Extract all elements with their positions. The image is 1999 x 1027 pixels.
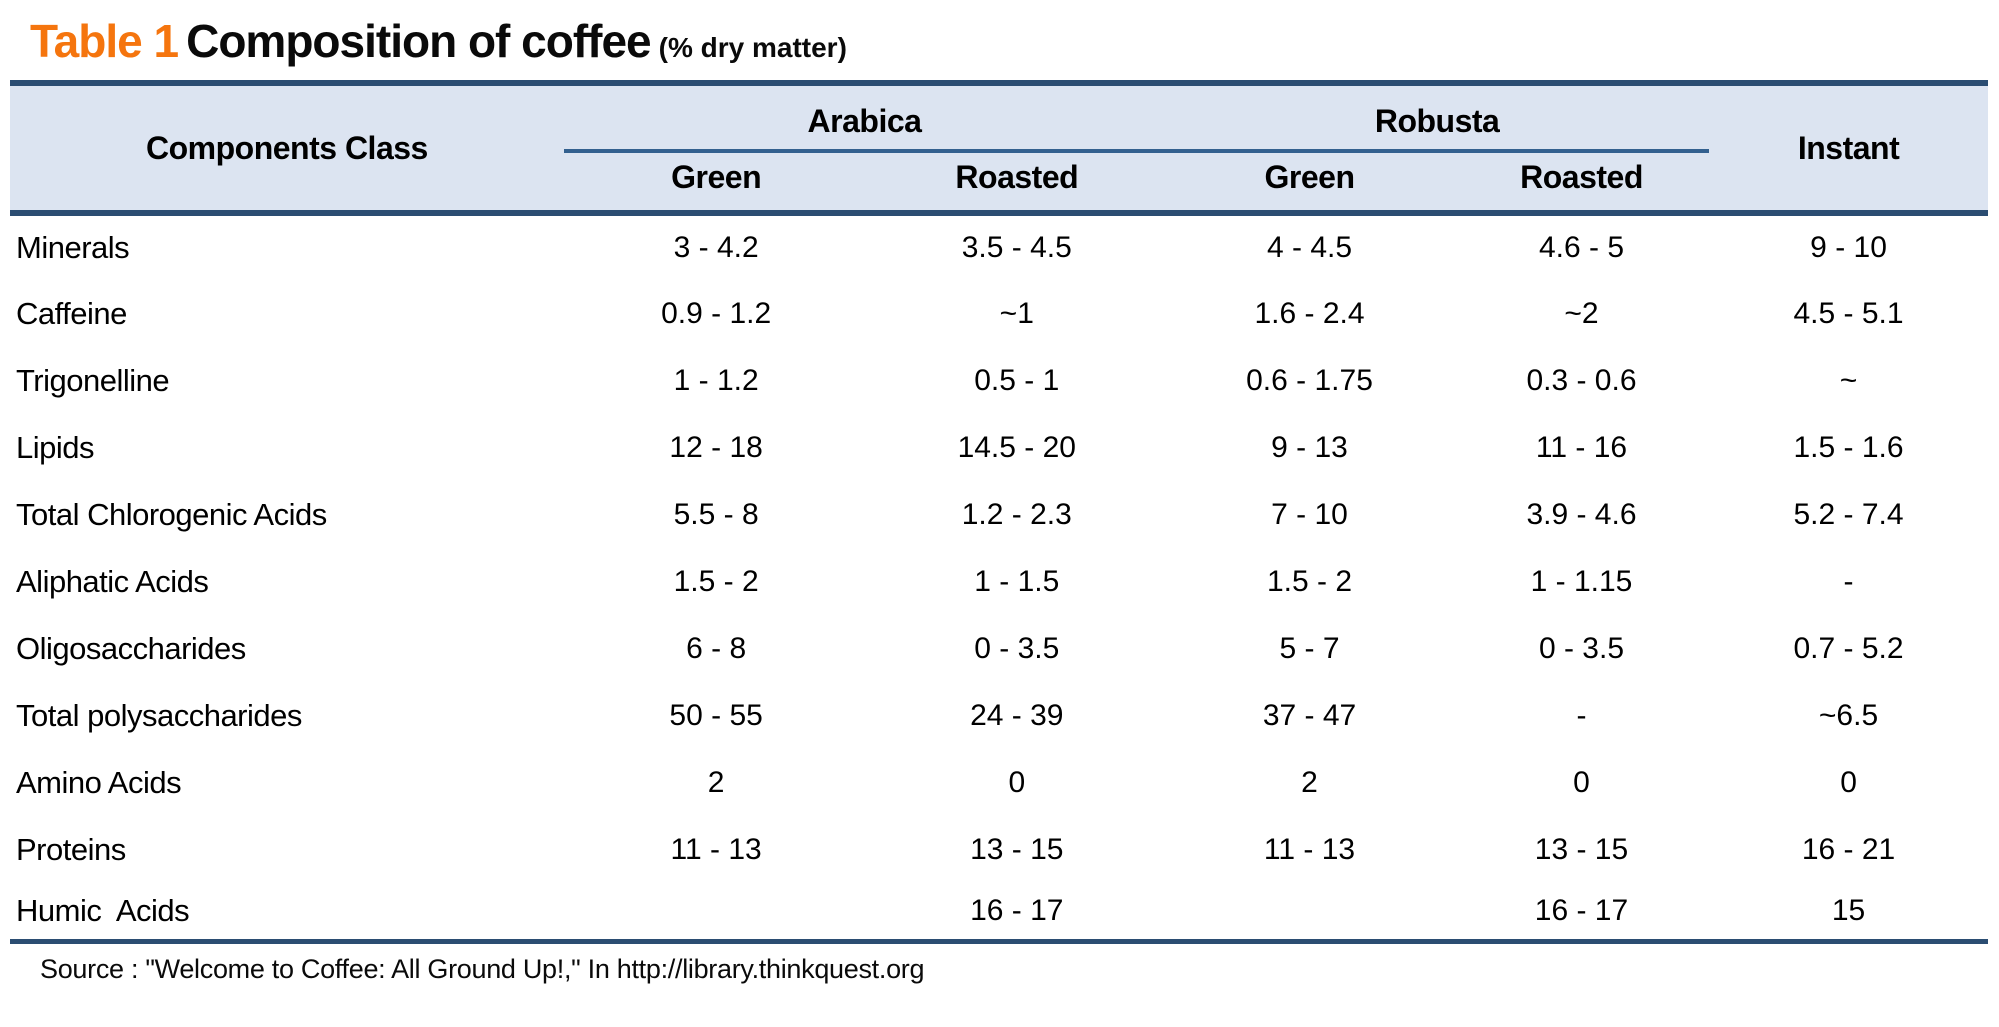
value-cell: 1.2 - 2.3	[868, 481, 1166, 548]
value-cell: 0	[1453, 749, 1710, 816]
value-cell: 15	[1709, 883, 1988, 944]
value-cell: 16 - 17	[868, 883, 1166, 944]
value-cell: 11 - 13	[563, 816, 869, 883]
component-name: Total polysaccharides	[10, 682, 564, 749]
value-cell: 0.6 - 1.75	[1165, 347, 1454, 414]
value-cell: 4.6 - 5	[1453, 213, 1710, 280]
value-cell: 3.5 - 4.5	[868, 213, 1166, 280]
value-cell: 1 - 1.2	[563, 347, 869, 414]
value-cell: 4 - 4.5	[1165, 213, 1454, 280]
component-name: Aliphatic Acids	[10, 548, 564, 615]
component-name: Total Chlorogenic Acids	[10, 481, 564, 548]
table-number-label: Table 1	[30, 15, 179, 67]
value-cell	[563, 883, 869, 944]
value-cell: 37 - 47	[1165, 682, 1454, 749]
col-group-arabica: Arabica	[563, 83, 1166, 153]
value-cell: 0	[868, 749, 1166, 816]
value-cell: 16 - 17	[1453, 883, 1710, 944]
col-group-robusta: Robusta	[1165, 83, 1710, 153]
value-cell: 9 - 10	[1709, 213, 1988, 280]
value-cell: 1.5 - 2	[563, 548, 869, 615]
component-name: Caffeine	[10, 280, 564, 347]
value-cell: 5 - 7	[1165, 615, 1454, 682]
value-cell: 13 - 15	[868, 816, 1166, 883]
value-cell: 7 - 10	[1165, 481, 1454, 548]
value-cell: 12 - 18	[563, 414, 869, 481]
table-row: Trigonelline 1 - 1.2 0.5 - 1 0.6 - 1.75 0.3 …	[10, 347, 1988, 414]
value-cell: 50 - 55	[563, 682, 869, 749]
value-cell: 11 - 13	[1165, 816, 1454, 883]
value-cell: 16 - 21	[1709, 816, 1988, 883]
table-row: Humic Acids 16 - 17 16 - 17 15	[10, 883, 1988, 944]
table-title: Table 1 Composition of coffee (% dry matte…	[0, 0, 1999, 80]
component-name: Amino Acids	[10, 749, 564, 816]
header-group-row: Components Class Arabica Robusta Instant	[10, 83, 1988, 216]
value-cell: 1 - 1.15	[1453, 548, 1710, 615]
value-cell: ~6.5	[1709, 682, 1988, 749]
component-name: Humic Acids	[10, 883, 564, 944]
component-name: Lipids	[10, 414, 564, 481]
value-cell: 0.9 - 1.2	[563, 280, 869, 347]
value-cell: 5.5 - 8	[563, 481, 869, 548]
value-cell: 0.3 - 0.6	[1453, 347, 1710, 414]
header-sub-row: Green Roasted Green Roasted	[10, 151, 1988, 216]
table-header: Components Class Arabica Robusta Instant…	[10, 83, 1988, 216]
table-row: Caffeine 0.9 - 1.2 ~1 1.6 - 2.4 ~2 4.5 - 5.1	[10, 280, 1988, 347]
col-header-components-class: Components Class	[10, 83, 564, 216]
value-cell: 11 - 16	[1453, 414, 1710, 481]
value-cell: -	[1453, 682, 1710, 749]
value-cell: ~	[1709, 347, 1988, 414]
component-name: Proteins	[10, 816, 564, 883]
component-name: Oligosaccharides	[10, 615, 564, 682]
value-cell: 0.7 - 5.2	[1709, 615, 1988, 682]
col-header-arabica-roasted: Roasted	[868, 151, 1166, 216]
table-row: Lipids 12 - 18 14.5 - 20 9 - 13 11 - 16 1.5 -…	[10, 414, 1988, 481]
component-name: Trigonelline	[10, 347, 564, 414]
col-header-instant: Instant	[1709, 83, 1988, 216]
value-cell: ~1	[868, 280, 1166, 347]
value-cell: -	[1709, 548, 1988, 615]
col-header-arabica-green: Green	[563, 151, 869, 216]
value-cell: 1.5 - 1.6	[1709, 414, 1988, 481]
table-row: Proteins 11 - 13 13 - 15 11 - 13 13 - 15 16 -…	[10, 816, 1988, 883]
value-cell: 1.6 - 2.4	[1165, 280, 1454, 347]
value-cell: 1.5 - 2	[1165, 548, 1454, 615]
value-cell: 3.9 - 4.6	[1453, 481, 1710, 548]
value-cell: 5.2 - 7.4	[1709, 481, 1988, 548]
table-row: Total polysaccharides 50 - 55 24 - 39 37 - …	[10, 682, 1988, 749]
value-cell: 9 - 13	[1165, 414, 1454, 481]
value-cell: 3 - 4.2	[563, 213, 869, 280]
value-cell: 14.5 - 20	[868, 414, 1166, 481]
title-text: Composition of coffee	[186, 15, 652, 67]
col-header-robusta-green: Green	[1165, 151, 1454, 216]
value-cell: 2	[563, 749, 869, 816]
table-row: Total Chlorogenic Acids 5.5 - 8 1.2 - 2.3 7…	[10, 481, 1988, 548]
value-cell: 6 - 8	[563, 615, 869, 682]
title-unit-note: (% dry matter)	[658, 32, 847, 63]
component-name: Minerals	[10, 213, 564, 280]
value-cell: 1 - 1.5	[868, 548, 1166, 615]
value-cell: 0 - 3.5	[1453, 615, 1710, 682]
value-cell: 0 - 3.5	[868, 615, 1166, 682]
value-cell: 24 - 39	[868, 682, 1166, 749]
coffee-composition-table: Components Class Arabica Robusta Instant…	[10, 80, 1988, 944]
table-row: Amino Acids 2 0 2 0 0	[10, 749, 1988, 816]
value-cell: 2	[1165, 749, 1454, 816]
col-header-robusta-roasted: Roasted	[1453, 151, 1710, 216]
value-cell: 0	[1709, 749, 1988, 816]
value-cell: ~2	[1453, 280, 1710, 347]
value-cell: 4.5 - 5.1	[1709, 280, 1988, 347]
value-cell	[1165, 883, 1454, 944]
value-cell: 0.5 - 1	[868, 347, 1166, 414]
value-cell: 13 - 15	[1453, 816, 1710, 883]
source-note: Source : "Welcome to Coffee: All Ground …	[40, 953, 925, 984]
